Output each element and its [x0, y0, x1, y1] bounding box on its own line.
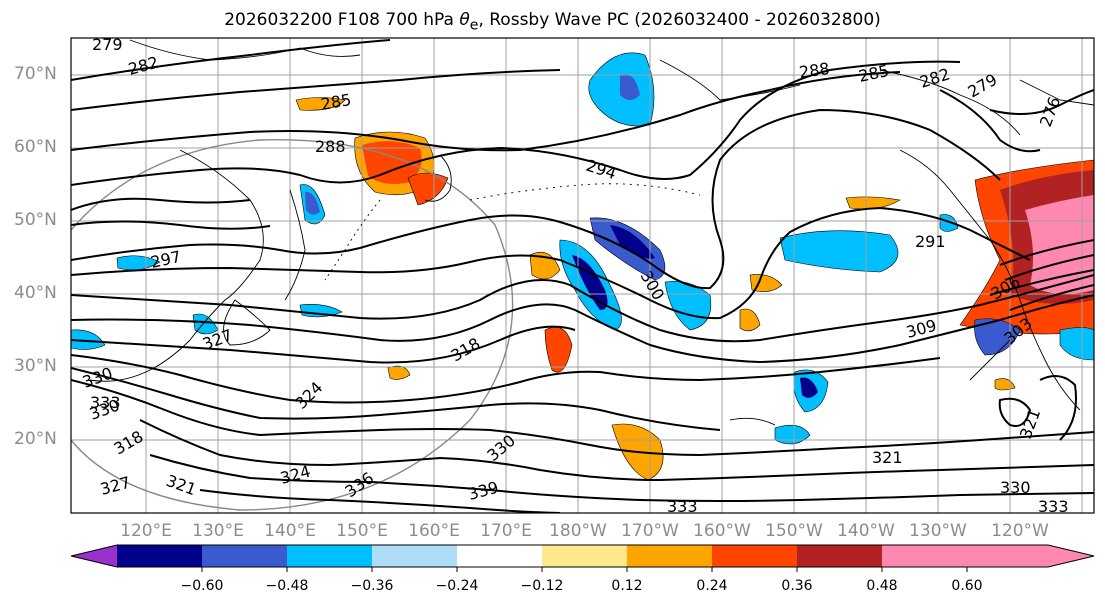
lat-label: 30°N	[14, 356, 57, 376]
colorbar	[70, 544, 1095, 572]
lat-label: 50°N	[14, 210, 57, 230]
title-theta-symbol: θ	[459, 10, 470, 30]
title-theta-subscript: e	[469, 17, 479, 34]
colorbar-tick-label: −0.48	[265, 578, 309, 594]
contour-label: 333	[1038, 497, 1069, 516]
lat-label: 70°N	[14, 64, 57, 84]
title-prefix: 2026032200 F108 700 hPa	[224, 10, 460, 30]
colorbar-ticks	[201, 567, 968, 572]
lon-label: 150°W	[765, 521, 823, 541]
lon-label: 150°E	[336, 521, 388, 541]
lat-label: 60°N	[14, 137, 57, 157]
lon-label: 130°E	[192, 521, 244, 541]
lon-label: 140°W	[837, 521, 895, 541]
lon-label: 160°E	[408, 521, 460, 541]
colorbar-left-extension	[71, 545, 117, 567]
colorbar-segment	[627, 545, 712, 567]
colorbar-outline	[70, 544, 1095, 568]
colorbar-segment	[797, 545, 882, 567]
colorbar-segment	[882, 545, 967, 567]
contour-label: 291	[915, 232, 946, 251]
lon-label: 170°E	[480, 521, 532, 541]
lon-label: 140°E	[264, 521, 316, 541]
lat-label: 40°N	[14, 283, 57, 303]
colorbar-tick-label: −0.60	[180, 578, 224, 594]
colorbar-tick-label: 0.12	[611, 578, 643, 594]
lon-label: 120°E	[120, 521, 172, 541]
colorbar-tick-label: 0.60	[951, 578, 983, 594]
contour-label: 333	[90, 393, 121, 412]
theta-e-contours	[71, 39, 1094, 513]
map-frame	[70, 37, 1095, 514]
map-title: 2026032200 F108 700 hPa θe, Rossby Wave …	[0, 10, 1105, 33]
colorbar-segment	[457, 545, 542, 567]
colorbar-tick-label: 0.36	[781, 578, 813, 594]
colorbar-segment	[372, 545, 457, 567]
colorbar-tick-label: −0.12	[520, 578, 564, 594]
colorbar-tick-label: −0.36	[350, 578, 394, 594]
colorbar-segment	[542, 545, 627, 567]
map-plot-area: 279 282 285 288 288 285 282 279 276 294 …	[71, 35, 1094, 516]
colorbar-segment	[712, 545, 797, 567]
lon-label: 180°W	[549, 521, 607, 541]
contour-label: 279	[92, 35, 123, 54]
lon-label: 120°W	[991, 521, 1049, 541]
title-suffix: , Rossby Wave PC (2026032400 - 202603280…	[478, 10, 881, 30]
contour-label: 333	[667, 497, 698, 516]
region-outline	[71, 139, 514, 511]
lon-label: 170°W	[621, 521, 679, 541]
colorbar-segment	[202, 545, 287, 567]
colorbar-tick-label: −0.24	[435, 578, 479, 594]
colorbar-tick-label: 0.48	[866, 578, 898, 594]
colorbar-segment	[117, 545, 202, 567]
colorbar-segment	[967, 545, 1094, 567]
contour-label: 288	[798, 59, 831, 82]
contour-label: 288	[315, 137, 346, 156]
contour-label: 330	[1000, 478, 1031, 497]
colorbar-tick-label: 0.24	[696, 578, 728, 594]
lon-label: 130°W	[909, 521, 967, 541]
lon-label: 160°W	[693, 521, 751, 541]
colorbar-segment	[287, 545, 372, 567]
coastlines	[89, 39, 1094, 426]
lat-label: 20°N	[14, 429, 57, 449]
contour-label: 321	[872, 448, 903, 467]
